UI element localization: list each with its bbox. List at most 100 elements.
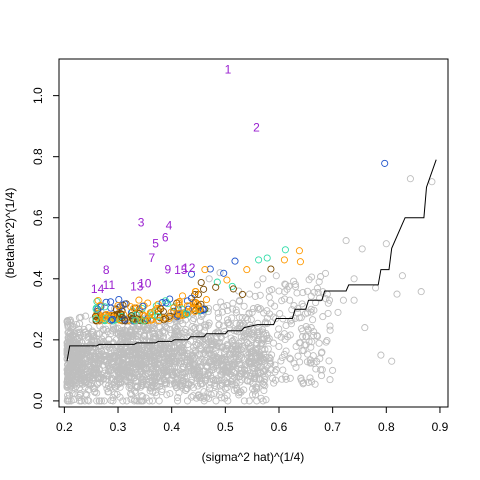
- highlight-points-layer: [187, 159, 389, 298]
- data-point: [217, 334, 226, 342]
- data-point: [66, 316, 74, 324]
- data-point: [224, 307, 232, 315]
- data-point: [64, 395, 72, 403]
- data-point: [149, 335, 157, 343]
- data-point: [77, 397, 85, 405]
- data-point: [280, 330, 288, 338]
- data-point: [205, 385, 214, 393]
- data-point: [101, 303, 109, 311]
- data-point: [181, 369, 189, 378]
- data-point: [135, 330, 143, 338]
- data-point: [175, 309, 183, 317]
- data-point: [163, 366, 171, 374]
- data-point: [222, 368, 230, 376]
- data-point: [296, 358, 304, 366]
- data-point: [73, 329, 82, 337]
- data-point: [81, 397, 89, 405]
- x-tick-label: 0.3: [110, 420, 127, 434]
- data-point: [94, 296, 102, 305]
- data-point: [131, 396, 139, 404]
- data-point: [170, 304, 178, 312]
- point-label: 15: [174, 263, 188, 277]
- data-point: [149, 347, 157, 355]
- data-point: [240, 397, 248, 405]
- data-point: [222, 344, 230, 352]
- data-point: [325, 357, 333, 365]
- point-label: 2: [253, 121, 260, 135]
- data-point: [145, 397, 153, 405]
- data-point: [232, 308, 241, 317]
- data-point: [262, 396, 270, 404]
- data-point: [286, 296, 294, 304]
- data-point: [313, 331, 321, 340]
- data-point: [361, 324, 369, 332]
- data-point: [381, 159, 389, 167]
- data-point: [270, 313, 278, 321]
- data-point: [231, 373, 239, 381]
- data-point: [65, 335, 73, 343]
- data-point: [143, 373, 151, 381]
- data-point: [179, 363, 187, 371]
- data-point: [131, 317, 139, 325]
- data-point: [77, 313, 85, 321]
- data-point: [92, 315, 100, 323]
- data-point: [134, 325, 142, 333]
- data-point: [245, 397, 253, 405]
- data-point: [64, 397, 72, 405]
- data-point: [232, 379, 240, 387]
- data-point: [173, 325, 181, 333]
- data-point: [205, 381, 213, 389]
- data-point: [393, 290, 401, 298]
- data-point: [271, 368, 279, 376]
- data-point: [260, 378, 268, 386]
- y-tick-label: 1.0: [31, 87, 45, 104]
- data-point: [254, 319, 262, 327]
- data-point: [133, 353, 141, 362]
- data-point: [245, 357, 254, 365]
- data-point: [210, 356, 218, 364]
- data-point: [205, 394, 213, 403]
- point-label: 7: [148, 251, 155, 265]
- data-point: [315, 278, 323, 286]
- data-point: [339, 296, 347, 304]
- data-point: [71, 351, 79, 359]
- data-point: [326, 322, 334, 330]
- data-point: [87, 371, 95, 380]
- data-point: [223, 367, 231, 375]
- data-point: [280, 256, 288, 264]
- data-point: [107, 298, 115, 306]
- data-point: [216, 269, 224, 277]
- data-point: [92, 305, 100, 313]
- data-point: [114, 301, 122, 310]
- data-point: [163, 391, 171, 399]
- data-point: [292, 342, 300, 351]
- data-point: [92, 312, 100, 320]
- data-point: [258, 328, 266, 336]
- data-point: [194, 372, 202, 380]
- x-axis-label: (sigma^2 hat)^(1/4): [202, 450, 305, 464]
- data-point: [268, 286, 276, 294]
- data-point: [245, 353, 253, 361]
- x-axis: 0.2 0.3 0.4 0.5 0.6 0.7 0.8 0.9: [56, 406, 449, 434]
- data-point: [155, 397, 163, 405]
- data-point: [319, 313, 327, 321]
- data-point: [139, 378, 147, 386]
- data-point: [173, 358, 181, 366]
- y-tick-label: 0.2: [31, 331, 45, 348]
- data-point: [299, 289, 307, 297]
- data-point: [119, 329, 127, 338]
- x-tick-label: 0.5: [217, 420, 234, 434]
- data-point: [200, 285, 208, 293]
- data-point: [139, 393, 147, 401]
- data-point: [315, 339, 323, 347]
- data-point: [148, 352, 156, 360]
- data-point: [306, 374, 314, 382]
- data-point: [310, 331, 318, 340]
- data-point: [99, 361, 107, 369]
- data-point: [129, 315, 137, 323]
- data-point: [245, 290, 254, 298]
- band-points-layer: [92, 285, 211, 325]
- data-point: [139, 302, 147, 310]
- data-point: [255, 256, 263, 264]
- data-point: [234, 351, 242, 359]
